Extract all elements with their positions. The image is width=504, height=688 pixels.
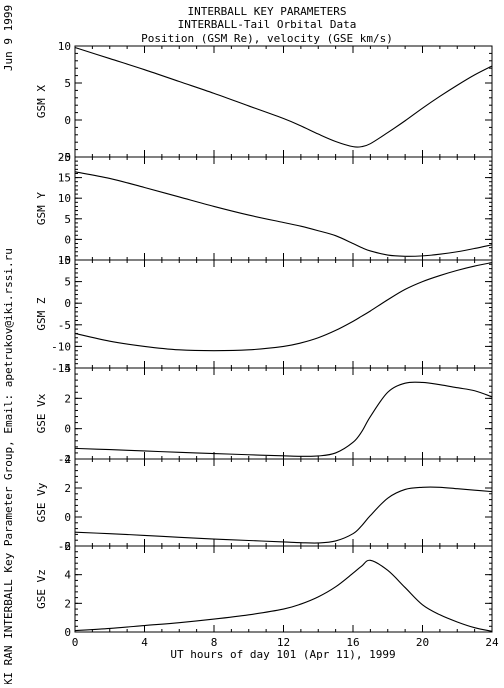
- x-tick-label: 4: [141, 636, 148, 649]
- series-line: [74, 262, 493, 352]
- y-tick-label: 5: [64, 77, 71, 90]
- y-tick-label: -5: [58, 254, 71, 267]
- panel-gsm-z: -15 -10 -5 0 5 10 GSM Z: [35, 254, 493, 375]
- y-tick-label: 15: [58, 172, 71, 185]
- x-tick-label: 0: [72, 636, 79, 649]
- y-tick-label: 4: [64, 569, 71, 582]
- x-tick-label: 20: [416, 636, 429, 649]
- y-tick-label: -5: [58, 319, 71, 332]
- y-tick-label: 0: [64, 423, 71, 436]
- panel-frame: [74, 156, 493, 261]
- y-tick-label: 0: [64, 297, 71, 310]
- series-line: [74, 171, 493, 257]
- x-tick-label: 24: [485, 636, 499, 649]
- y-tick-label: -5: [58, 151, 71, 164]
- date-label: Jun 9 1999: [2, 5, 15, 71]
- y-tick-label: 20: [58, 151, 71, 164]
- y-tick-label: 5: [64, 276, 71, 289]
- series-line: [74, 559, 493, 632]
- y-tick-label: 0: [64, 511, 71, 524]
- y-axis-label: GSE Vz: [35, 569, 48, 609]
- y-tick-label: 0: [64, 233, 71, 246]
- y-tick-label: -2: [58, 453, 71, 466]
- y-axis-label: GSM Y: [35, 192, 48, 225]
- y-tick-label: 4: [64, 453, 71, 466]
- series-line: [74, 381, 493, 457]
- y-tick-label: 0: [64, 114, 71, 127]
- chart-title-line2: INTERBALL-Tail Orbital Data: [178, 18, 357, 31]
- y-axis-label: GSM X: [35, 85, 48, 118]
- y-tick-label: 6: [64, 540, 71, 553]
- panel-gsm-x: -5 0 5 10 GSM X: [35, 40, 493, 164]
- y-tick-label: 2: [64, 597, 71, 610]
- y-axis-label: GSM Z: [35, 297, 48, 330]
- y-tick-label: 2: [64, 482, 71, 495]
- x-tick-label: 8: [211, 636, 218, 649]
- chart-title-line3: Position (GSM Re), velocity (GSE km/s): [141, 32, 393, 45]
- y-tick-label: 4: [64, 362, 71, 375]
- y-tick-label: -10: [51, 340, 71, 353]
- y-tick-label: 10: [58, 254, 71, 267]
- panel-frame: [74, 259, 493, 369]
- series-line: [74, 46, 493, 148]
- series-line: [74, 486, 493, 544]
- y-tick-label: 5: [64, 213, 71, 226]
- y-tick-label: 2: [64, 392, 71, 405]
- chart-title-line1: INTERBALL KEY PARAMETERS: [188, 5, 347, 18]
- y-tick-label: 10: [58, 40, 71, 53]
- panel-gse-vy: -2 0 2 4 GSE Vy: [35, 453, 493, 553]
- y-tick-label: -15: [51, 362, 71, 375]
- panel-gsm-y: -5 0 5 10 15 20 GSM Y: [35, 151, 493, 267]
- y-axis-label: GSE Vy: [35, 482, 48, 522]
- panel-frame: [74, 45, 493, 158]
- panel-gse-vx: -2 0 2 4 GSE Vx: [35, 362, 493, 466]
- y-axis-label: GSE Vx: [35, 393, 48, 433]
- x-axis-label: UT hours of day 101 (Apr 11), 1999: [170, 648, 395, 661]
- panel-frame: [74, 367, 493, 460]
- panel-frame: [74, 545, 493, 633]
- credit-label: IKI RAN INTERBALL Key Parameter Group, E…: [2, 248, 15, 684]
- panel-gse-vz: 0 2 4 6 GSE Vz: [35, 540, 493, 639]
- y-tick-label: -2: [58, 540, 71, 553]
- y-tick-label: 0: [64, 626, 71, 639]
- y-tick-label: 10: [58, 192, 71, 205]
- x-tick-label: 16: [346, 636, 359, 649]
- x-tick-label: 12: [277, 636, 290, 649]
- panel-frame: [74, 458, 493, 547]
